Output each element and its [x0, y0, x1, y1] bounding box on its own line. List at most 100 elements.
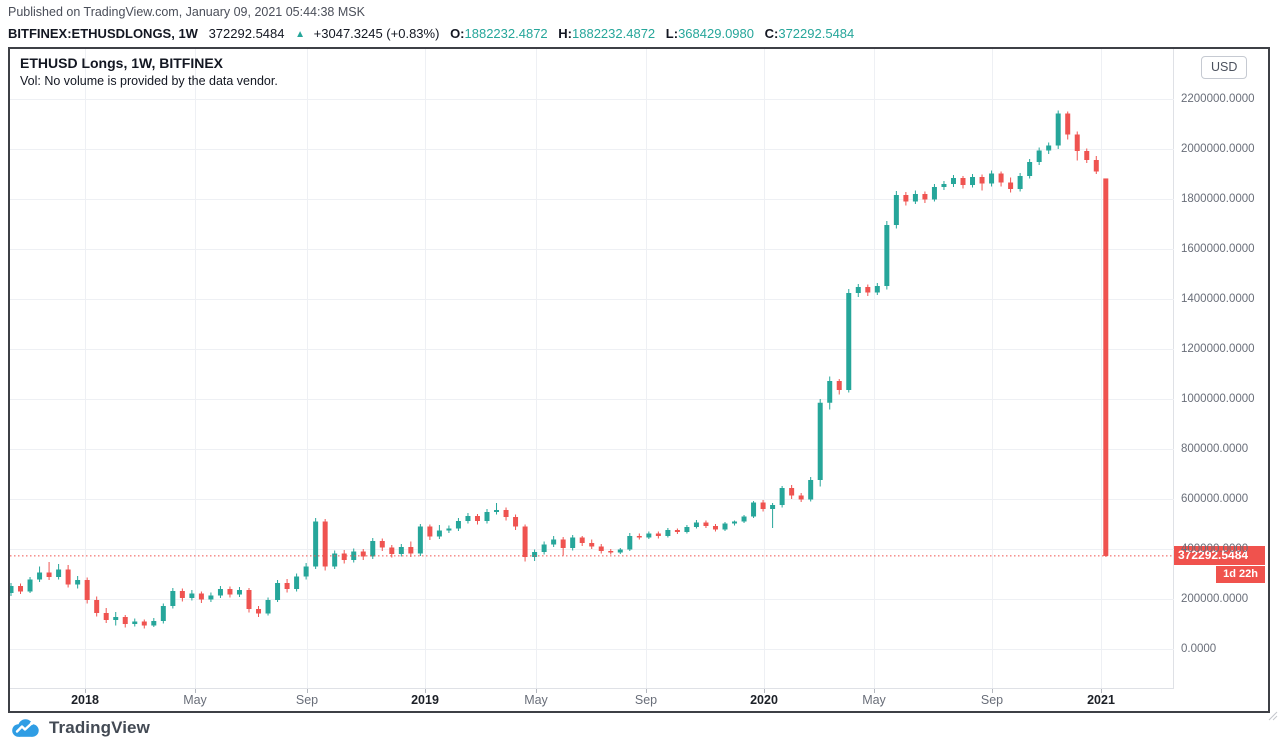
candle-up	[1046, 145, 1052, 151]
candle-up	[912, 194, 918, 202]
x-axis-tick	[195, 689, 196, 693]
candle-up	[37, 572, 43, 580]
resize-handle-icon[interactable]	[1268, 711, 1278, 721]
low-label: L:	[665, 26, 679, 41]
x-axis-label: Sep	[295, 693, 319, 707]
candle-down	[65, 569, 71, 585]
candle-up	[113, 617, 119, 620]
candle-up	[455, 521, 461, 529]
candle-up	[874, 286, 880, 293]
tradingview-logo[interactable]: TradingView	[10, 717, 150, 739]
up-arrow-icon: ▲	[295, 29, 306, 40]
candle-down	[922, 194, 928, 200]
candle-up	[236, 590, 242, 595]
x-axis-tick	[307, 689, 308, 693]
candle-down	[674, 530, 680, 532]
candle-down	[798, 495, 804, 500]
candle-down	[18, 586, 24, 592]
candle-down	[46, 572, 52, 577]
last-price: 372292.5484	[208, 26, 285, 41]
candle-down	[760, 502, 766, 509]
candle-down	[227, 589, 233, 595]
candle-up	[950, 178, 956, 184]
candle-up	[494, 510, 500, 512]
candle-down	[1093, 160, 1099, 172]
candle-down	[560, 539, 566, 548]
candle-down	[408, 547, 414, 554]
candle-up	[693, 522, 699, 527]
x-axis-label: 2019	[411, 693, 439, 707]
legend-volume-note: Vol: No volume is provided by the data v…	[20, 74, 278, 88]
candlestick-chart[interactable]	[10, 49, 1174, 688]
candle-up	[741, 516, 747, 522]
candle-down	[1065, 113, 1071, 135]
y-axis-tick-label: 200000.0000	[1181, 593, 1249, 605]
x-axis-tick	[646, 689, 647, 693]
candle-down	[979, 177, 985, 184]
header: Published on TradingView.com, January 09…	[8, 3, 854, 45]
chart-widget: ETHUSD Longs, 1W, BITFINEX Vol: No volum…	[8, 47, 1270, 713]
candle-down	[1084, 151, 1090, 160]
candle-down	[513, 517, 519, 527]
x-axis-tick	[874, 689, 875, 693]
published-line: Published on TradingView.com, January 09…	[8, 5, 365, 19]
close-label: C:	[764, 26, 779, 41]
candle-up	[75, 580, 81, 585]
candle-up	[732, 521, 738, 524]
candle-up	[827, 381, 833, 403]
y-axis-tick-label: 1600000.0000	[1181, 243, 1255, 255]
time-axis[interactable]: 2018 May Sep 2019 May Sep 2020 May Sep 2021	[10, 688, 1174, 711]
candle-down	[103, 613, 109, 620]
candle-down	[903, 195, 909, 202]
candle-down	[322, 521, 328, 567]
candle-up	[303, 566, 309, 577]
symbol-info-line: BITFINEX:ETHUSDLONGS, 1W 372292.5484 ▲ +…	[8, 24, 854, 45]
candle-up	[417, 526, 423, 554]
candle-down	[389, 547, 395, 554]
price-axis[interactable]: USD 372292.5484 1d 22h 0.0000 200000.0000…	[1174, 49, 1268, 688]
x-axis-label: Sep	[634, 693, 658, 707]
candle-up	[1055, 113, 1061, 146]
candle-up	[398, 547, 404, 554]
candle-up	[541, 544, 547, 552]
candle-up	[275, 583, 281, 600]
x-axis-tick	[425, 689, 426, 693]
candle-down	[179, 591, 185, 598]
candle-up	[551, 539, 557, 545]
candle-up	[808, 480, 814, 500]
tradingview-cloud-icon	[12, 719, 39, 737]
candle-up	[27, 579, 33, 592]
candle-down	[84, 580, 90, 600]
candle-up	[265, 600, 271, 614]
chart-pane[interactable]: ETHUSD Longs, 1W, BITFINEX Vol: No volum…	[10, 49, 1174, 688]
candle-up	[779, 488, 785, 505]
y-axis-tick-label: 1800000.0000	[1181, 193, 1255, 205]
candle-down	[198, 593, 204, 600]
x-axis-tick	[992, 689, 993, 693]
candle-down	[246, 590, 252, 609]
high-label: H:	[558, 26, 573, 41]
candle-down	[589, 543, 595, 547]
candle-up	[1017, 176, 1023, 189]
candle-down	[474, 516, 480, 521]
tradingview-logo-text: TradingView	[49, 718, 150, 737]
x-axis-label: 2020	[750, 693, 778, 707]
candle-down	[998, 173, 1004, 183]
candle-up	[208, 595, 214, 600]
candle-down	[360, 551, 366, 557]
candle-down	[503, 510, 509, 517]
candle-up	[170, 591, 176, 606]
candle-down	[341, 553, 347, 560]
candle-up	[665, 530, 671, 536]
y-axis-tick-label: 600000.0000	[1181, 493, 1249, 505]
x-axis-label: May	[183, 693, 207, 707]
candle-down	[122, 617, 128, 624]
current-price-label: 372292.5484	[1174, 546, 1265, 566]
candle-up	[684, 527, 690, 532]
candle-up	[770, 505, 776, 509]
currency-toggle-button[interactable]: USD	[1201, 56, 1248, 79]
candle-down	[636, 536, 642, 538]
candle-up	[332, 553, 338, 567]
candle-up	[313, 521, 319, 567]
x-axis-tick	[764, 689, 765, 693]
